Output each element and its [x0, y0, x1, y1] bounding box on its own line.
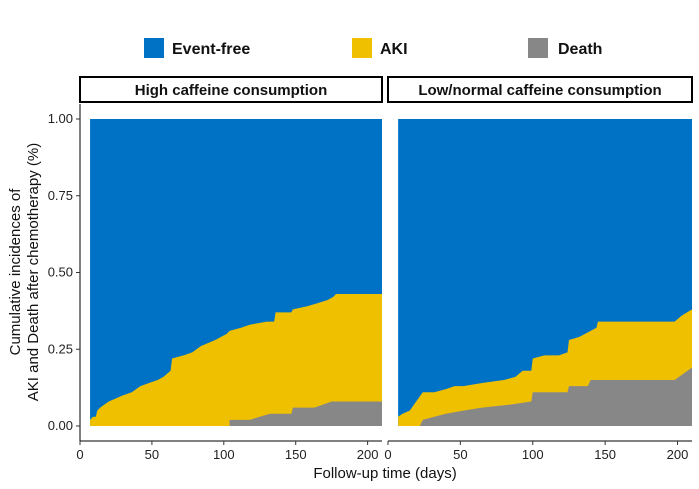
panel-strip-low-normal-caffeine — [387, 76, 693, 103]
x-axis-low-normal-caffeine: 0 50 100 150 200 — [384, 440, 692, 462]
area-death-high-caffeine — [90, 401, 383, 426]
panel-title-low-normal-caffeine: Low/normal caffeine consumption — [418, 82, 661, 99]
legend-swatch-event-free — [144, 38, 164, 58]
legend: Event-free AKI Death — [144, 38, 602, 58]
y-tick-label-3: 0.75 — [48, 188, 73, 203]
x-tick-label-low-normal-caffeine-100: 100 — [522, 447, 544, 462]
y-tick-label-2: 0.50 — [48, 265, 73, 280]
x-axis-title: Follow-up time (days) — [313, 465, 456, 482]
legend-label-death: Death — [558, 41, 602, 58]
y-axis-title-line2: AKI and Death after chemotherapy (%) — [25, 143, 42, 401]
plot-area-low-normal-caffeine — [398, 119, 692, 426]
y-tick-label-4: 1.00 — [48, 111, 73, 126]
panel-strip-high-caffeine — [79, 76, 383, 103]
panel-high-caffeine: High caffeine consumption 0 50 100 150 200 — [76, 76, 383, 462]
y-tick-label-1: 0.25 — [48, 341, 73, 356]
y-axis: 0.00 0.25 0.50 0.75 1.00 — [48, 104, 81, 441]
legend-label-event-free: Event-free — [172, 41, 250, 58]
legend-swatch-aki — [352, 38, 372, 58]
x-tick-label-low-normal-caffeine-200: 200 — [667, 447, 689, 462]
plot-area-high-caffeine — [90, 119, 383, 426]
x-axis-high-caffeine: 0 50 100 150 200 — [76, 440, 382, 462]
x-tick-label-high-caffeine-200: 200 — [357, 447, 379, 462]
x-tick-label-high-caffeine-0: 0 — [76, 447, 83, 462]
panel-title-high-caffeine: High caffeine consumption — [135, 82, 328, 99]
panel-low-normal-caffeine: Low/normal caffeine consumption 0 50 100 15… — [384, 76, 693, 462]
x-tick-label-low-normal-caffeine-0: 0 — [384, 447, 391, 462]
legend-label-aki: AKI — [380, 41, 408, 58]
y-axis-title-line1: Cumulative incidences of — [7, 188, 24, 356]
legend-swatch-death — [528, 38, 548, 58]
x-tick-label-high-caffeine-100: 100 — [213, 447, 235, 462]
area-aki-high-caffeine — [90, 293, 383, 426]
y-axis-title: Cumulative incidences of AKI and Death a… — [7, 143, 42, 401]
x-tick-label-low-normal-caffeine-150: 150 — [594, 447, 616, 462]
area-death-low-normal-caffeine — [398, 367, 692, 426]
x-tick-label-high-caffeine-50: 50 — [145, 447, 159, 462]
y-tick-label-0: 0.00 — [48, 418, 73, 433]
x-tick-label-high-caffeine-150: 150 — [285, 447, 307, 462]
x-tick-label-low-normal-caffeine-50: 50 — [453, 447, 467, 462]
